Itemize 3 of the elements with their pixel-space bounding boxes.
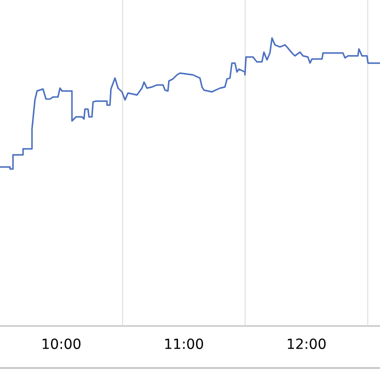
x-tick-label: 11:00 (165, 338, 204, 350)
x-tick-label: 10:00 (42, 338, 80, 350)
x-tick-label: 12:00 (288, 338, 326, 350)
